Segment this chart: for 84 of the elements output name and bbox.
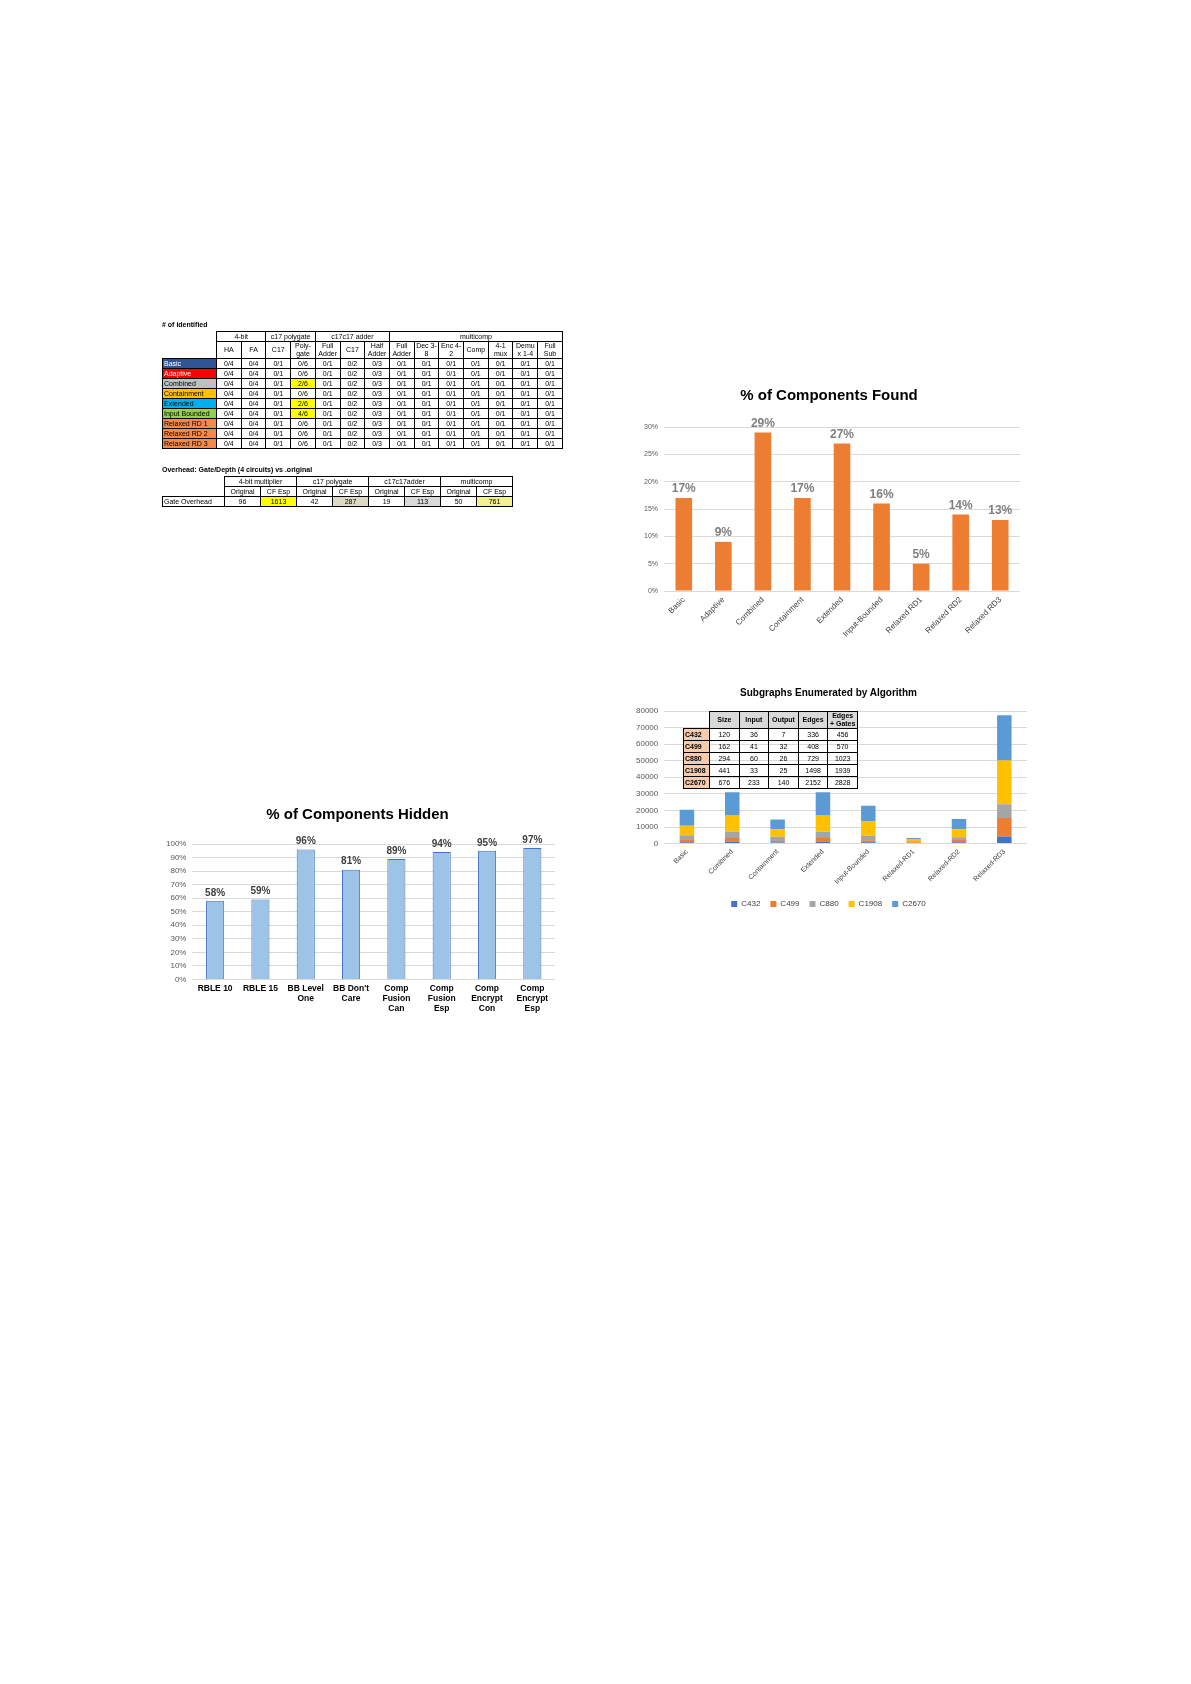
data-label: 58% xyxy=(205,886,226,898)
data-label: 13% xyxy=(988,503,1013,518)
x-tick-label: RBLE 10 xyxy=(197,982,233,993)
data-label: 9% xyxy=(714,525,733,540)
bar xyxy=(770,819,785,830)
bar xyxy=(861,835,876,841)
y-tick-label: 40000 xyxy=(636,772,659,782)
bar xyxy=(815,792,831,815)
data-label: 97% xyxy=(522,833,543,845)
bar xyxy=(725,814,740,832)
x-tick-label: RBLE 15 xyxy=(242,982,279,993)
bar xyxy=(754,432,772,591)
bar xyxy=(794,498,811,591)
bar xyxy=(815,814,831,832)
y-tick-label: 40% xyxy=(170,920,187,930)
legend-label: C499 xyxy=(780,899,801,909)
x-tick-label: Comp Fusion Can xyxy=(382,982,411,1014)
bar xyxy=(991,519,1009,591)
y-tick-label: 90% xyxy=(170,852,187,862)
x-tick-label: Comp Encrypt Esp xyxy=(516,982,549,1014)
data-label: 17% xyxy=(790,481,815,496)
y-tick-label: 50% xyxy=(170,906,187,916)
bar xyxy=(833,443,851,591)
chart-title: Subgraphs Enumerated by Algorithm xyxy=(740,686,918,698)
x-tick-label: BB Don't Care xyxy=(333,982,370,1004)
y-tick-label: 20% xyxy=(170,947,187,957)
y-tick-label: 0 xyxy=(653,838,659,848)
data-label: 59% xyxy=(250,885,271,897)
bar xyxy=(997,836,1012,844)
legend-label: C2670 xyxy=(902,899,927,909)
data-label: 27% xyxy=(829,426,855,441)
bar xyxy=(679,835,695,841)
bar xyxy=(873,503,890,591)
chart-title: % of Components Hidden xyxy=(266,805,449,823)
bar xyxy=(679,825,695,836)
data-label: 81% xyxy=(341,855,362,867)
y-tick-label: 30% xyxy=(170,933,187,943)
x-tick-label: Comp Encrypt Con xyxy=(471,982,504,1014)
y-tick-label: 30000 xyxy=(636,789,659,799)
bar xyxy=(952,514,969,591)
y-tick-label: 10000 xyxy=(636,822,659,832)
bar xyxy=(912,563,930,591)
bar xyxy=(951,829,967,838)
bar xyxy=(715,541,732,591)
chart-title: % of Components Found xyxy=(740,386,918,404)
bar xyxy=(861,821,876,836)
bar xyxy=(861,805,876,822)
bar xyxy=(997,715,1012,761)
bar xyxy=(997,760,1012,805)
y-tick-label: 70000 xyxy=(636,722,659,732)
legend-label: C432 xyxy=(741,899,761,909)
y-tick-label: 60000 xyxy=(636,739,659,749)
x-tick-label: BB Level One xyxy=(287,982,324,1004)
bar xyxy=(997,817,1012,837)
data-label: 17% xyxy=(671,481,697,496)
y-tick-label: 60% xyxy=(170,893,187,903)
y-tick-label: 100% xyxy=(165,839,187,849)
y-tick-label: 0% xyxy=(174,974,187,984)
y-tick-label: 70% xyxy=(170,879,187,889)
y-tick-label: 80% xyxy=(170,866,187,876)
data-label: 89% xyxy=(386,844,407,856)
data-label: 29% xyxy=(750,415,776,430)
data-label: 16% xyxy=(869,486,894,501)
bar xyxy=(770,836,785,841)
legend-label: C880 xyxy=(819,899,840,909)
bar xyxy=(725,792,740,815)
bar xyxy=(675,498,693,591)
y-tick-label: 80000 xyxy=(636,706,659,716)
bar xyxy=(815,831,831,839)
data-label: 95% xyxy=(477,836,498,848)
y-tick-label: 20000 xyxy=(636,805,659,815)
data-label: 96% xyxy=(295,835,316,847)
bar xyxy=(997,804,1012,818)
data-label: 5% xyxy=(912,547,931,562)
bar xyxy=(725,831,740,839)
data-label: 14% xyxy=(948,497,973,512)
y-tick-label: 50000 xyxy=(636,755,659,765)
y-tick-label: 10% xyxy=(170,961,187,971)
bar xyxy=(951,819,967,830)
legend-label: C1908 xyxy=(858,899,883,909)
bar xyxy=(679,809,695,826)
x-tick-label: Comp Fusion Esp xyxy=(427,982,456,1014)
data-label: 94% xyxy=(431,837,452,849)
bar xyxy=(770,829,785,837)
